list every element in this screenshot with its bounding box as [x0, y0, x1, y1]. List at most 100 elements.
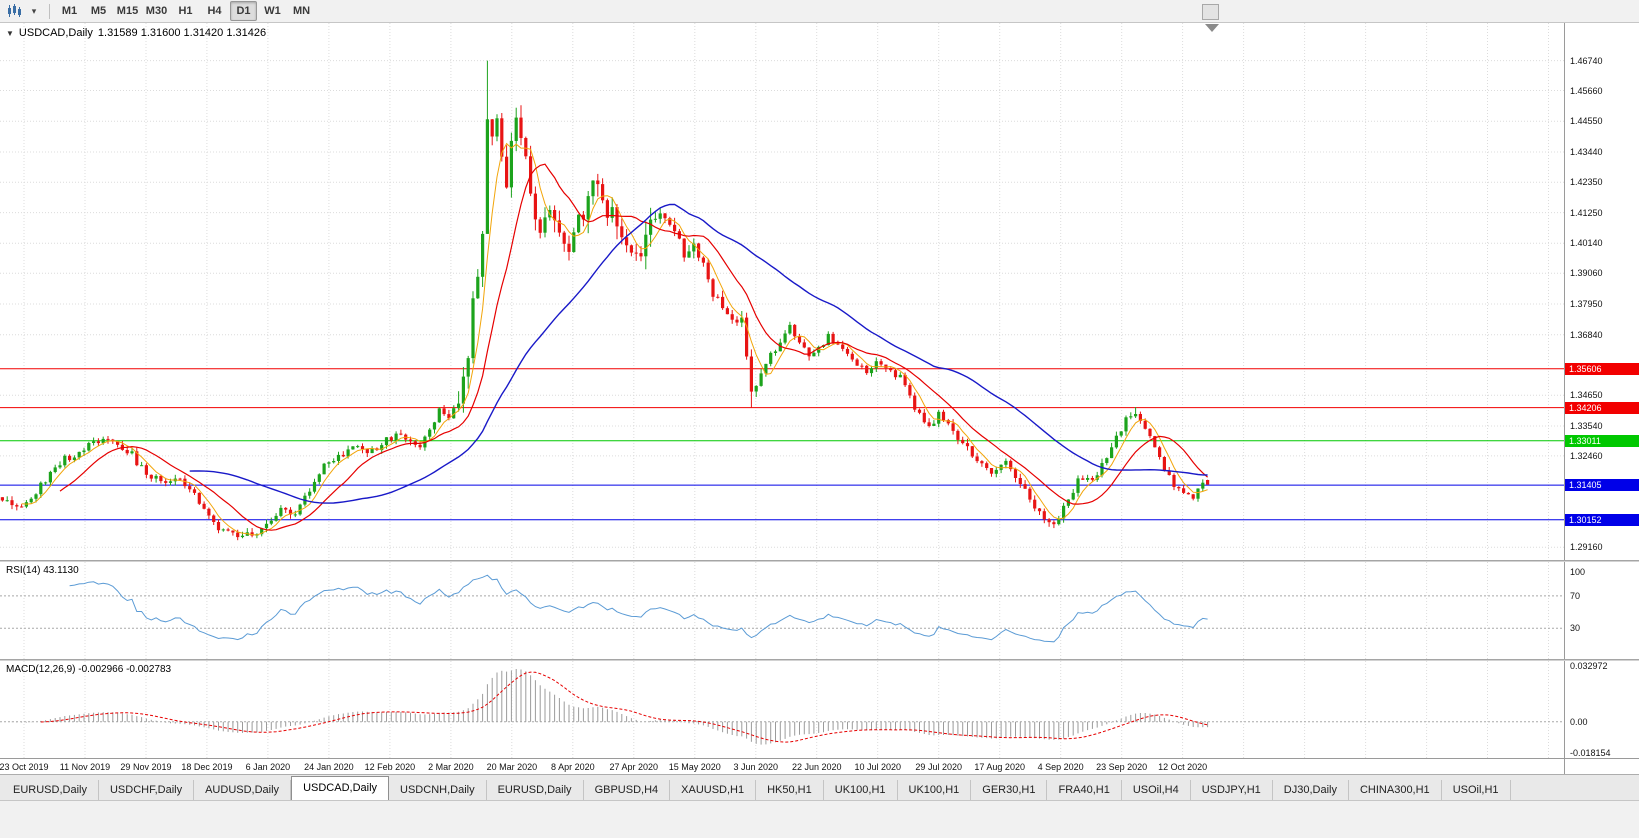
macd-indicator-label: MACD(12,26,9) -0.002966 -0.002783 [6, 664, 172, 675]
chart-type-icon[interactable] [4, 2, 24, 20]
date-axis-label: 22 Jun 2020 [791, 762, 842, 772]
price-level-badge: 1.35606 [1565, 362, 1639, 375]
indicator-line [69, 574, 1208, 643]
date-axis-label: 23 Sep 2020 [1096, 762, 1148, 772]
chart-tab-usdjpy-h1[interactable]: USDJPY,H1 [1190, 780, 1273, 800]
chart-tab-eurusd-daily[interactable]: EURUSD,Daily [486, 780, 584, 800]
chart-tab-audusd-daily[interactable]: AUDUSD,Daily [194, 780, 292, 800]
date-axis-label: 3 Jun 2020 [733, 762, 779, 772]
toolbar-separator [49, 3, 50, 19]
indicator-line [21, 142, 1208, 536]
timeframe-button-d1[interactable]: D1 [230, 1, 257, 21]
indicator-line [59, 163, 1209, 531]
timeframe-button-h1[interactable]: H1 [178, 5, 193, 17]
chart-tab-uk100-h1[interactable]: UK100,H1 [823, 780, 898, 800]
chart-tab-hk50-h1[interactable]: HK50,H1 [756, 780, 824, 800]
date-axis-label: 17 Aug 2020 [974, 762, 1025, 772]
candlestick-icon-glyph [8, 4, 21, 17]
grid-layer [0, 23, 1564, 560]
chart-collapse-icon[interactable]: ▼ [6, 28, 14, 38]
price-axis-label: 1.34650 [1570, 390, 1603, 401]
chart-tab-fra40-h1[interactable]: FRA40,H1 [1047, 780, 1122, 800]
price-axis-label: 1.46740 [1570, 55, 1603, 66]
price-axis-label: 1.36840 [1570, 329, 1603, 340]
chart-tab-eurusd-daily[interactable]: EURUSD,Daily [2, 780, 99, 800]
chart-tab-dj30-daily[interactable]: DJ30,Daily [1272, 780, 1349, 800]
date-axis-label: 18 Dec 2019 [181, 762, 233, 772]
date-axis-label: 27 Apr 2020 [609, 762, 659, 772]
price-axis[interactable]: 1.46740 1.45660 1.44550 1.43440 1.42350 1.412… [1564, 23, 1639, 560]
chart-tab-usdchf-daily[interactable]: USDCHF,Daily [98, 780, 195, 800]
macd-axis: 0.032972 0.00 -0.018154 [1564, 661, 1639, 758]
chart-shift-marker[interactable] [1205, 24, 1219, 32]
price-axis-label: 1.43440 [1570, 146, 1603, 157]
toolbar: ▾ M1 M5 M15 M30 H1 H4 D1 W1 MN [0, 0, 1639, 23]
chart-type-dropdown-arrow[interactable]: ▾ [31, 5, 37, 16]
date-axis-corner [1564, 758, 1639, 774]
chart-tab-gbpusd-h4[interactable]: GBPUSD,H4 [583, 780, 671, 800]
grid-layer [0, 562, 1564, 659]
timeframe-button-m30[interactable]: M30 [145, 5, 168, 17]
price-level-badge: 1.31405 [1565, 479, 1639, 492]
price-axis-label: 1.45660 [1570, 85, 1603, 96]
chart-tab-usdcnh-daily[interactable]: USDCNH,Daily [389, 780, 487, 800]
price-axis-label: 1.32460 [1570, 450, 1603, 461]
price-level-badge: 1.33011 [1565, 434, 1639, 447]
timeframe-button-m15[interactable]: M15 [116, 5, 139, 17]
chart-tab-ger30-h1[interactable]: GER30,H1 [971, 780, 1048, 800]
price-axis-label: 1.39060 [1570, 268, 1603, 279]
indicator-line [189, 203, 1208, 504]
chart-ohlc-values: 1.31589 1.31600 1.31420 1.31426 [97, 27, 267, 39]
grid-layer [0, 661, 1564, 758]
date-axis-label: 12 Oct 2020 [1158, 762, 1208, 772]
price-axis-label: 1.42350 [1570, 177, 1603, 188]
price-level-badge: 1.34206 [1565, 401, 1639, 414]
date-axis-label: 8 Apr 2020 [551, 762, 595, 772]
panel-separator[interactable] [0, 560, 1639, 562]
chart-tab-uk100-h1[interactable]: UK100,H1 [897, 780, 972, 800]
chart-tab-bar: EURUSD,Daily USDCHF,Daily AUDUSD,Daily USDC… [0, 774, 1639, 800]
price-axis-label: 1.41250 [1570, 207, 1603, 218]
chart-window-button[interactable] [1202, 4, 1219, 20]
chart-tab-usoil-h1[interactable]: USOil,H1 [1441, 780, 1511, 800]
date-axis-label: 29 Jul 2020 [915, 762, 962, 772]
rsi-panel-canvas[interactable] [0, 562, 1564, 659]
date-axis-label: 4 Sep 2020 [1037, 762, 1084, 772]
main-chart-canvas[interactable] [0, 23, 1564, 560]
rsi-axis-label: 100 [1570, 566, 1586, 577]
price-axis-label: 1.37950 [1570, 298, 1603, 309]
price-axis-label: 1.40140 [1570, 238, 1603, 249]
rsi-axis: 100 70 30 [1564, 562, 1639, 659]
price-axis-label: 1.29160 [1570, 542, 1603, 553]
macd-axis-label: -0.018154 [1570, 748, 1611, 758]
timeframe-button-m1[interactable]: M1 [61, 5, 78, 17]
timeframe-button-h4[interactable]: H4 [207, 5, 222, 17]
price-level-lines[interactable] [0, 368, 1564, 521]
timeframe-button-w1[interactable]: W1 [264, 5, 281, 17]
date-axis[interactable]: 23 Oct 2019 11 Nov 2019 29 Nov 2019 18 Dec … [0, 758, 1564, 774]
date-axis-label: 20 Mar 2020 [486, 762, 538, 772]
date-axis-label: 10 Jul 2020 [854, 762, 901, 772]
chart-tab-usdcad-daily[interactable]: USDCAD,Daily [291, 776, 390, 800]
rsi-indicator-label: RSI(14) 43.1130 [6, 565, 79, 576]
chart-tab-usoil-h4[interactable]: USOil,H4 [1121, 780, 1191, 800]
timeframe-button-group: M1 M5 M15 M30 H1 H4 D1 W1 MN [55, 1, 316, 21]
macd-histogram [11, 669, 1209, 745]
moving-averages-layer [21, 142, 1209, 536]
indicator-line [40, 671, 1208, 743]
macd-axis-label: 0.00 [1570, 716, 1588, 727]
macd-axis-label: 0.032972 [1570, 661, 1608, 671]
timeframe-button-m5[interactable]: M5 [90, 5, 107, 17]
status-strip [0, 800, 1639, 838]
panel-separator[interactable] [0, 659, 1639, 661]
chart-tab-xauusd-h1[interactable]: XAUUSD,H1 [670, 780, 757, 800]
chart-symbol-label: USDCAD,Daily [18, 27, 93, 39]
price-axis-label: 1.33540 [1570, 421, 1603, 432]
chart-tab-china300-h1[interactable]: CHINA300,H1 [1348, 780, 1442, 800]
date-axis-label: 29 Nov 2019 [120, 762, 172, 772]
date-axis-label: 11 Nov 2019 [59, 762, 111, 772]
date-axis-label: 24 Jan 2020 [304, 762, 354, 772]
timeframe-button-mn[interactable]: MN [292, 5, 311, 17]
macd-panel-canvas[interactable] [0, 661, 1564, 758]
